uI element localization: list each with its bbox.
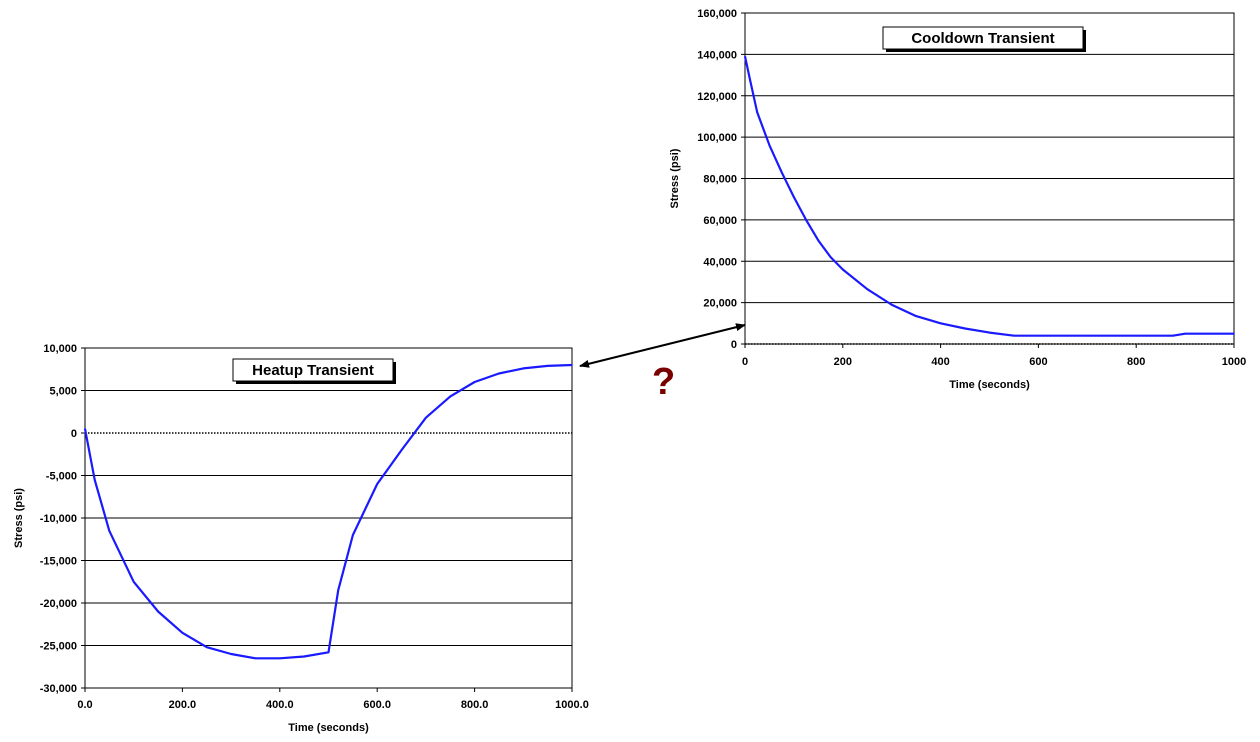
data-point	[964, 327, 966, 330]
data-point	[571, 364, 573, 366]
data-point	[744, 55, 746, 58]
y-tick-label: 80,000	[703, 174, 737, 186]
data-point	[205, 646, 208, 648]
data-point	[1233, 332, 1235, 335]
data-point	[132, 580, 135, 583]
x-axis-title: Time (seconds)	[288, 722, 369, 734]
title-box	[882, 26, 1084, 50]
series-line	[83, 363, 573, 660]
x-tick-label: 0.0	[77, 699, 92, 711]
data-point	[817, 239, 820, 242]
data-point	[988, 331, 991, 334]
data-point	[749, 78, 751, 80]
y-tick-label: 0	[731, 339, 737, 351]
x-tick-label: 1000.0	[555, 699, 589, 711]
data-point	[1184, 332, 1186, 335]
data-point	[793, 196, 795, 198]
y-tick-label: 5,000	[49, 386, 77, 398]
x-tick-label: 200	[834, 356, 852, 368]
y-axis-title: Stress (psi)	[669, 148, 681, 208]
y-tick-label: 60,000	[703, 215, 737, 227]
data-point	[498, 372, 500, 375]
data-point	[829, 256, 832, 258]
data-point	[1013, 334, 1015, 337]
heatup-chart: -30,000 -25,000 -20,000 -15,000 -10,000 -5,00…	[13, 343, 589, 734]
data-point	[352, 534, 354, 536]
data-point	[84, 427, 86, 430]
x-axis-title: Time (seconds)	[949, 379, 1030, 391]
y-tick-label: 10,000	[43, 343, 77, 355]
data-point	[108, 529, 111, 532]
data-point	[890, 303, 893, 306]
data-point	[93, 478, 96, 481]
question-mark: ?	[652, 361, 675, 403]
x-tick-label: 800.0	[461, 699, 489, 711]
y-tick-label: 40,000	[703, 256, 737, 268]
data-point	[1172, 334, 1174, 337]
data-point	[756, 111, 759, 114]
x-tick-label: 1000	[1222, 356, 1246, 368]
chart-title: Cooldown Transient	[911, 30, 1054, 47]
data-point	[157, 610, 159, 613]
data-point	[279, 657, 281, 660]
data-point	[230, 653, 232, 655]
data-point	[303, 655, 305, 658]
data-point	[939, 322, 942, 325]
y-tick-label: -30,000	[40, 683, 77, 695]
x-tick-label: 0	[742, 356, 748, 368]
y-tick-label: 100,000	[697, 132, 737, 144]
data-point	[1037, 334, 1040, 337]
data-point	[805, 219, 807, 221]
data-point	[473, 381, 476, 383]
cooldown-chart: 0 20,000 40,000 60,000 80,000 100,000 120,000 1…	[669, 8, 1246, 391]
y-tick-label: 140,000	[697, 49, 737, 61]
y-tick-label: -25,000	[40, 641, 77, 653]
data-point	[400, 449, 403, 451]
x-tick-label: 400.0	[266, 699, 294, 711]
data-point	[768, 144, 771, 147]
y-tick-label: 20,000	[703, 298, 737, 310]
chart-title: Heatup Transient	[252, 362, 374, 379]
x-tick-label: 600	[1029, 356, 1047, 368]
data-point	[915, 315, 917, 317]
x-tick-label: 200.0	[169, 699, 197, 711]
x-tick-label: 600.0	[363, 699, 391, 711]
data-point	[449, 395, 452, 398]
y-axis-title: Stress (psi)	[13, 488, 25, 548]
data-point	[522, 367, 525, 370]
series-line	[743, 56, 1234, 337]
x-tick-label: 400	[931, 356, 949, 368]
data-point	[1086, 334, 1089, 337]
data-point	[337, 589, 340, 592]
y-tick-label: -15,000	[40, 556, 77, 568]
y-tick-label: -20,000	[40, 598, 77, 610]
data-point	[842, 268, 844, 271]
data-point	[181, 631, 184, 634]
x-tick-label: 800	[1127, 356, 1145, 368]
data-point	[376, 483, 379, 485]
y-tick-label: 120,000	[697, 91, 737, 103]
y-tick-label: -5,000	[46, 471, 77, 483]
y-tick-label: 0	[71, 428, 77, 440]
data-point	[254, 657, 257, 660]
data-point	[327, 651, 330, 654]
connector-arrow	[579, 323, 746, 368]
title-box	[232, 358, 394, 382]
data-point	[866, 288, 869, 290]
data-point	[425, 416, 427, 419]
data-point	[780, 171, 783, 174]
y-tick-label: 160,000	[697, 8, 737, 20]
y-tick-label: -10,000	[40, 513, 77, 525]
data-point	[546, 365, 549, 367]
data-point	[1135, 334, 1137, 337]
